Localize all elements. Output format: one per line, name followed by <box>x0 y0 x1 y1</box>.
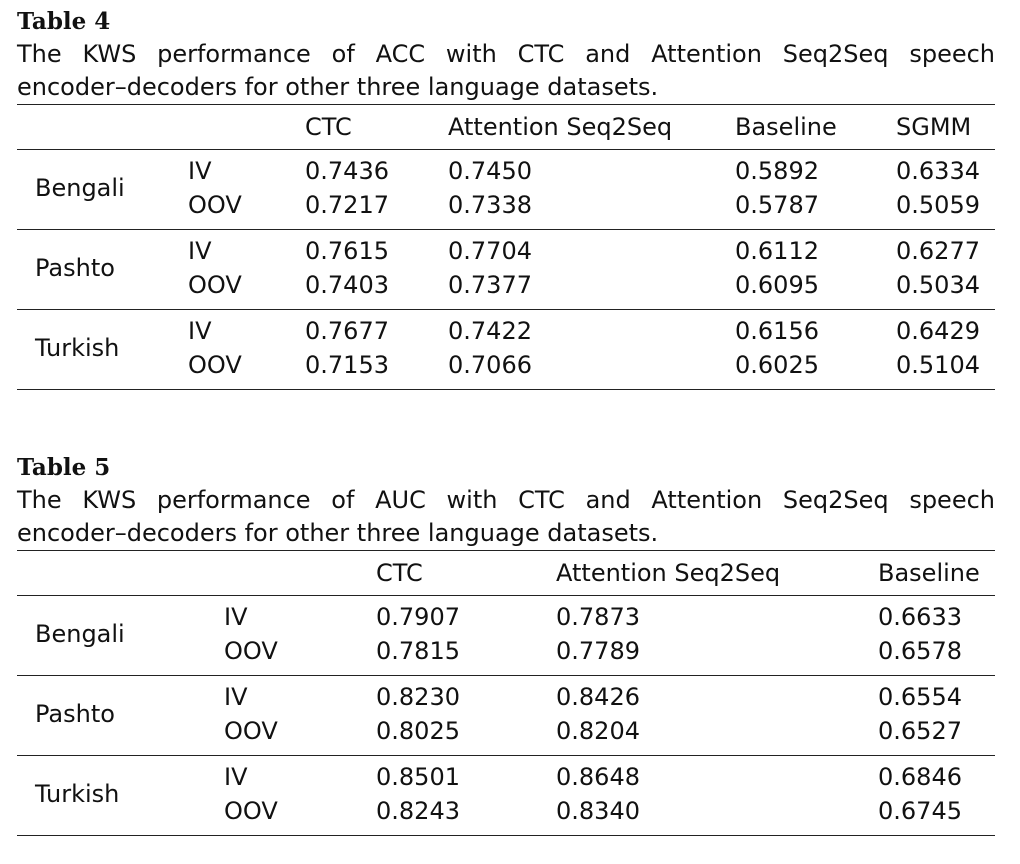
table-cell: 0.6429 <box>896 317 980 345</box>
table-cell: 0.7338 <box>448 191 532 219</box>
row-type: OOV <box>188 191 242 219</box>
column-header: CTC <box>305 113 352 141</box>
row-type: IV <box>188 157 212 185</box>
top-rule <box>17 550 995 551</box>
table-cell: 0.7677 <box>305 317 389 345</box>
table-cell: 0.8243 <box>376 797 460 825</box>
table-cell: 0.8426 <box>556 683 640 711</box>
row-type: IV <box>188 237 212 265</box>
column-header: Attention Seq2Seq <box>448 113 673 141</box>
table-cell: 0.6095 <box>735 271 819 299</box>
table-cell: 0.7450 <box>448 157 532 185</box>
table-label: Table 4 <box>17 8 111 35</box>
table-cell: 0.6277 <box>896 237 980 265</box>
table-cell: 0.6025 <box>735 351 819 379</box>
table-cell: 0.8204 <box>556 717 640 745</box>
caption-line: encoder–decoders for other three languag… <box>17 73 659 101</box>
data-table: CTC Attention Seq2Seq Baseline SGMM Beng… <box>17 105 995 390</box>
table-cell: 0.7153 <box>305 351 389 379</box>
table-cell: 0.5787 <box>735 191 819 219</box>
table-cell: 0.7066 <box>448 351 532 379</box>
table-cell: 0.5104 <box>896 351 980 379</box>
language-group: Turkish IV 0.8501 0.8648 0.6846 OOV 0.82… <box>17 756 995 836</box>
table-cell: 0.6156 <box>735 317 819 345</box>
row-type: OOV <box>188 271 242 299</box>
table-cell: 0.6578 <box>878 637 962 665</box>
language-group: Bengali IV 0.7436 0.7450 0.5892 0.6334 O… <box>17 150 995 230</box>
table-cell: 0.5892 <box>735 157 819 185</box>
table-caption: The KWS performance of AUC with CTC and … <box>17 484 995 550</box>
table-5: Table 5 The KWS performance of AUC with … <box>17 452 995 836</box>
table-caption: The KWS performance of ACC with CTC and … <box>17 38 995 104</box>
row-type: OOV <box>224 637 278 665</box>
table-cell: 0.6334 <box>896 157 980 185</box>
language-label: Bengali <box>35 174 125 202</box>
row-type: OOV <box>224 797 278 825</box>
caption-line: encoder–decoders for other three languag… <box>17 519 659 547</box>
row-type: OOV <box>188 351 242 379</box>
header-row: CTC Attention Seq2Seq Baseline SGMM <box>17 105 995 150</box>
table-cell: 0.7615 <box>305 237 389 265</box>
table-cell: 0.7704 <box>448 237 532 265</box>
table-cell: 0.6633 <box>878 603 962 631</box>
table-cell: 0.5059 <box>896 191 980 219</box>
language-group: Pashto IV 0.7615 0.7704 0.6112 0.6277 OO… <box>17 230 995 310</box>
table-label: Table 5 <box>17 454 111 481</box>
row-type: IV <box>224 683 248 711</box>
table-cell: 0.8501 <box>376 763 460 791</box>
column-header: CTC <box>376 559 423 587</box>
row-type: OOV <box>224 717 278 745</box>
language-label: Turkish <box>35 780 120 808</box>
table-cell: 0.7789 <box>556 637 640 665</box>
table-cell: 0.7422 <box>448 317 532 345</box>
table-cell: 0.8230 <box>376 683 460 711</box>
language-group: Turkish IV 0.7677 0.7422 0.6156 0.6429 O… <box>17 310 995 390</box>
header-row: CTC Attention Seq2Seq Baseline <box>17 551 995 596</box>
language-label: Pashto <box>35 700 115 728</box>
table-cell: 0.6745 <box>878 797 962 825</box>
language-label: Turkish <box>35 334 120 362</box>
language-group: Pashto IV 0.8230 0.8426 0.6554 OOV 0.802… <box>17 676 995 756</box>
table-cell: 0.7436 <box>305 157 389 185</box>
column-header: SGMM <box>896 113 972 141</box>
language-group: Bengali IV 0.7907 0.7873 0.6633 OOV 0.78… <box>17 596 995 676</box>
table-cell: 0.6112 <box>735 237 819 265</box>
table-cell: 0.7873 <box>556 603 640 631</box>
table-cell: 0.7217 <box>305 191 389 219</box>
table-cell: 0.7403 <box>305 271 389 299</box>
table-cell: 0.5034 <box>896 271 980 299</box>
language-label: Bengali <box>35 620 125 648</box>
caption-line: The KWS performance of AUC with CTC and … <box>17 486 995 514</box>
column-header: Baseline <box>735 113 837 141</box>
table-cell: 0.7907 <box>376 603 460 631</box>
table-cell: 0.8025 <box>376 717 460 745</box>
data-table: CTC Attention Seq2Seq Baseline Bengali I… <box>17 551 995 836</box>
column-header: Attention Seq2Seq <box>556 559 781 587</box>
table-cell: 0.6527 <box>878 717 962 745</box>
table-cell: 0.8340 <box>556 797 640 825</box>
row-type: IV <box>224 603 248 631</box>
language-label: Pashto <box>35 254 115 282</box>
row-type: IV <box>224 763 248 791</box>
table-cell: 0.7815 <box>376 637 460 665</box>
row-type: IV <box>188 317 212 345</box>
table-cell: 0.8648 <box>556 763 640 791</box>
table-4: Table 4 The KWS performance of ACC with … <box>17 6 995 390</box>
column-header: Baseline <box>878 559 980 587</box>
table-cell: 0.6846 <box>878 763 962 791</box>
caption-line: The KWS performance of ACC with CTC and … <box>17 40 995 68</box>
table-cell: 0.6554 <box>878 683 962 711</box>
table-cell: 0.7377 <box>448 271 532 299</box>
top-rule <box>17 104 995 105</box>
